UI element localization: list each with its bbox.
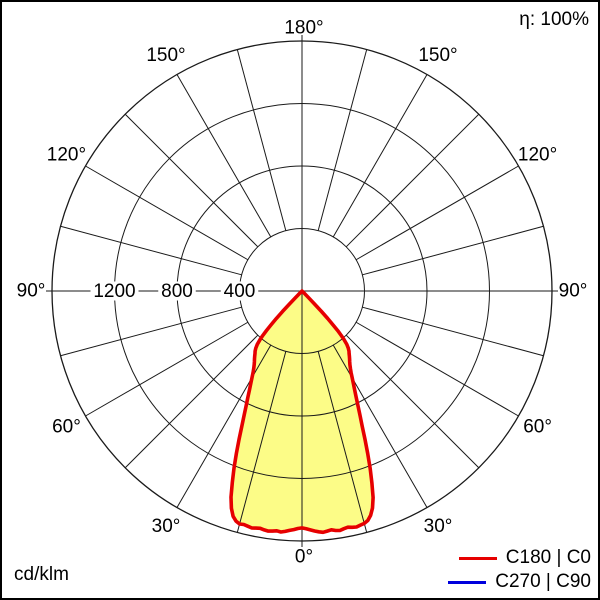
legend-label-c180-c0: C180 | C0 (505, 547, 591, 568)
radial-tick-label: 400 (224, 281, 256, 302)
grid-spoke (124, 334, 259, 469)
grid-spoke (332, 74, 428, 238)
grid-spoke (85, 321, 249, 417)
angle-label: 30° (424, 516, 453, 537)
angle-label: 60° (523, 417, 552, 438)
angle-label: 60° (52, 417, 81, 438)
grid-spoke (236, 49, 287, 231)
grid-spoke (362, 306, 544, 357)
angle-label: 120° (47, 145, 86, 166)
angle-label: 120° (518, 145, 557, 166)
efficiency-label: η: 100% (519, 9, 589, 30)
unit-label: cd/klm (14, 564, 69, 585)
angle-label: 30° (152, 516, 181, 537)
grid-spoke (176, 74, 272, 238)
grid-spoke (355, 321, 519, 417)
grid-spoke (355, 165, 519, 261)
legend-label-c270-c90: C270 | C90 (495, 571, 591, 592)
grid-spoke (176, 344, 272, 508)
grid-spoke (345, 113, 480, 248)
radial-tick-mask (220, 281, 259, 301)
radial-tick-label: 1200 (93, 281, 135, 302)
radial-tick-mask (158, 281, 196, 301)
grid-spoke (345, 334, 480, 469)
radial-tick-mask (90, 281, 139, 301)
grid-spoke (60, 306, 242, 357)
grid-spoke (317, 49, 368, 231)
legend-item-c180-c0: C180 | C0 (448, 548, 591, 568)
grid-spoke (332, 344, 428, 508)
angle-label: 90° (559, 281, 588, 302)
angle-label: 0° (295, 547, 313, 568)
grid-spoke (236, 351, 287, 533)
grid-spoke (124, 113, 259, 248)
angle-label: 90° (17, 281, 46, 302)
grid-spoke (85, 165, 249, 261)
grid-spoke (317, 351, 368, 533)
legend-line-blue-icon (448, 580, 487, 584)
legend-item-c270-c90: C270 | C90 (448, 572, 591, 592)
angle-label: 180° (284, 18, 323, 39)
grid-spoke (60, 225, 242, 276)
angle-label: 150° (146, 45, 185, 66)
legend-line-red-icon (458, 556, 497, 560)
angle-label: 150° (418, 45, 457, 66)
curve-c180-c0 (229, 289, 375, 535)
legend: C180 | C0 C270 | C90 (448, 548, 591, 592)
grid-spoke (362, 225, 544, 276)
radial-tick-label: 800 (161, 281, 193, 302)
